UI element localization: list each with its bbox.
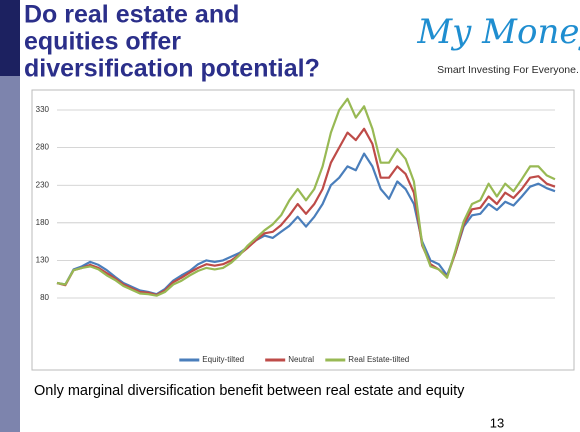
- slide-title: Do real estate and: [24, 1, 239, 29]
- slide-title: diversification potential?: [24, 55, 320, 83]
- y-tick-label: 280: [36, 143, 50, 152]
- page-number: 13: [490, 415, 504, 430]
- y-tick-label: 230: [36, 180, 50, 189]
- y-tick-label: 180: [36, 218, 50, 227]
- chart-frame: [31, 89, 575, 371]
- legend-label: Equity-tilted: [202, 355, 244, 364]
- side-bar-top: [0, 0, 20, 76]
- y-tick-label: 330: [36, 105, 50, 114]
- y-tick-label: 130: [36, 256, 50, 265]
- caption: Only marginal diversification benefit be…: [34, 383, 465, 399]
- line-series: [56, 97, 556, 297]
- legend-label: Neutral: [288, 355, 314, 364]
- legend-label: Real Estate-tilted: [348, 355, 409, 364]
- y-tick-label: 80: [40, 293, 49, 302]
- line-series: [56, 152, 556, 296]
- slide-title: equities offer: [24, 28, 181, 56]
- side-bar: [0, 76, 20, 432]
- logo: My Money: [416, 12, 580, 52]
- tagline: Smart Investing For Everyone.: [437, 64, 579, 76]
- line-series: [56, 127, 556, 297]
